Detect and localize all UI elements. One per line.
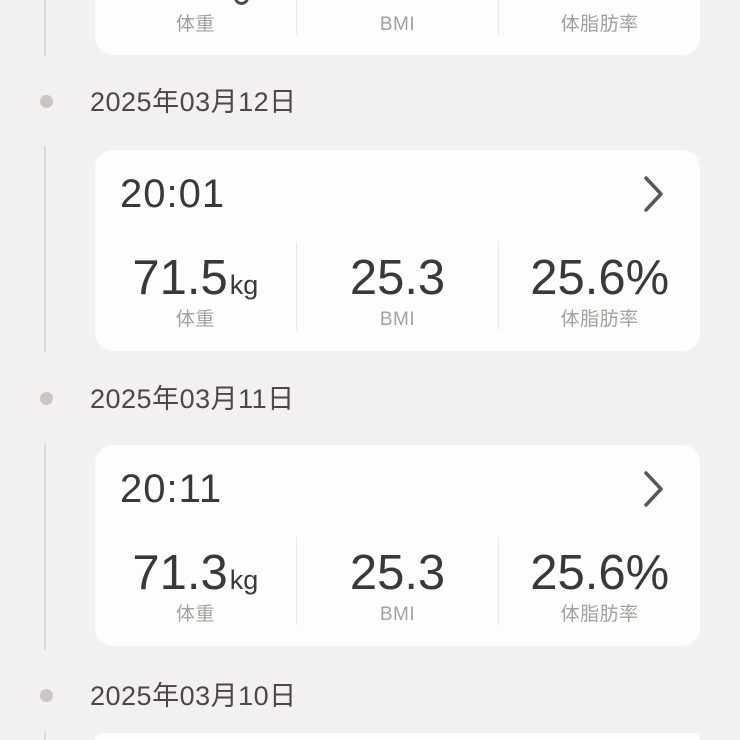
metric-body-fat: 25.6% 体脂肪率	[499, 242, 700, 330]
body-fat-number: 25.6	[530, 251, 626, 305]
weight-value: 71.5 kg	[132, 244, 258, 304]
chevron-right-icon[interactable]	[643, 470, 664, 508]
timeline-line	[44, 146, 46, 352]
metric-body-fat: 体脂肪率	[499, 0, 700, 35]
bmi-label: BMI	[379, 14, 416, 35]
metric-bmi: 25.3 BMI	[297, 537, 498, 625]
weight-number: 71.3	[132, 546, 228, 600]
date-header: 2025年03月10日	[90, 681, 297, 711]
weight-unit: kg	[229, 565, 259, 595]
timeline-line	[44, 0, 46, 56]
timeline-line	[44, 731, 46, 740]
bmi-value: 25.3	[350, 244, 445, 304]
metric-divider	[497, 537, 500, 625]
weight-number: 71.5	[132, 251, 228, 305]
body-fat-unit: %	[625, 546, 670, 600]
body-fat-number: 25.6	[530, 546, 626, 600]
measurement-card[interactable]: 20:11 71.3 kg 体重 25.3 BMI	[95, 445, 700, 646]
metric-divider	[497, 242, 500, 330]
measurement-card-partial[interactable]	[95, 733, 700, 740]
weight-unit: kg	[229, 270, 259, 300]
body-fat-label: 体脂肪率	[560, 14, 639, 35]
metric-weight: 71.3 kg 体重	[95, 537, 296, 625]
chevron-right-icon[interactable]	[643, 175, 664, 213]
date-header: 2025年03月12日	[90, 87, 297, 117]
measurement-time: 20:11	[120, 467, 223, 511]
metric-divider	[295, 537, 298, 625]
metric-weight: 体重	[95, 0, 296, 35]
body-fat-unit: %	[625, 251, 670, 305]
metric-divider	[295, 242, 298, 330]
card-header: 20:01	[95, 150, 700, 218]
metrics-row: 体重 BMI 体脂肪率	[95, 0, 700, 35]
metric-body-fat: 25.6% 体脂肪率	[499, 537, 700, 625]
body-fat-value: 25.6%	[530, 539, 669, 599]
weight-value: 71.3 kg	[132, 539, 258, 599]
timeline-dot-icon	[40, 95, 53, 108]
metric-bmi: 25.3 BMI	[297, 242, 498, 330]
bmi-label: BMI	[379, 309, 416, 330]
measurement-card-partial[interactable]: 体重 BMI 体脂肪率	[95, 0, 700, 55]
weight-label: 体重	[175, 309, 215, 330]
metric-divider	[497, 0, 500, 35]
bmi-label: BMI	[379, 604, 416, 625]
metric-divider	[295, 0, 298, 35]
timeline-dot-icon	[40, 392, 53, 405]
metric-weight: 71.5 kg 体重	[95, 242, 296, 330]
timeline-dot-icon	[40, 689, 53, 702]
metrics-row: 71.5 kg 体重 25.3 BMI 25.6% 体脂肪率	[95, 242, 700, 330]
bmi-number: 25.3	[349, 251, 446, 305]
body-fat-label: 体脂肪率	[560, 309, 639, 330]
timeline-line	[44, 443, 46, 650]
measurement-time: 20:01	[120, 172, 226, 216]
metrics-row: 71.3 kg 体重 25.3 BMI 25.6% 体脂肪率	[95, 537, 700, 625]
measurement-card[interactable]: 20:01 71.5 kg 体重 25.3 BMI	[95, 150, 700, 351]
weight-label: 体重	[175, 14, 215, 35]
body-fat-value: 25.6%	[530, 244, 669, 304]
card-header: 20:11	[95, 445, 700, 513]
metric-bmi: BMI	[297, 0, 498, 35]
weight-label: 体重	[175, 604, 215, 625]
bmi-number: 25.3	[349, 546, 446, 600]
body-fat-label: 体脂肪率	[560, 604, 639, 625]
bmi-value: 25.3	[350, 539, 445, 599]
date-header: 2025年03月11日	[90, 384, 295, 414]
